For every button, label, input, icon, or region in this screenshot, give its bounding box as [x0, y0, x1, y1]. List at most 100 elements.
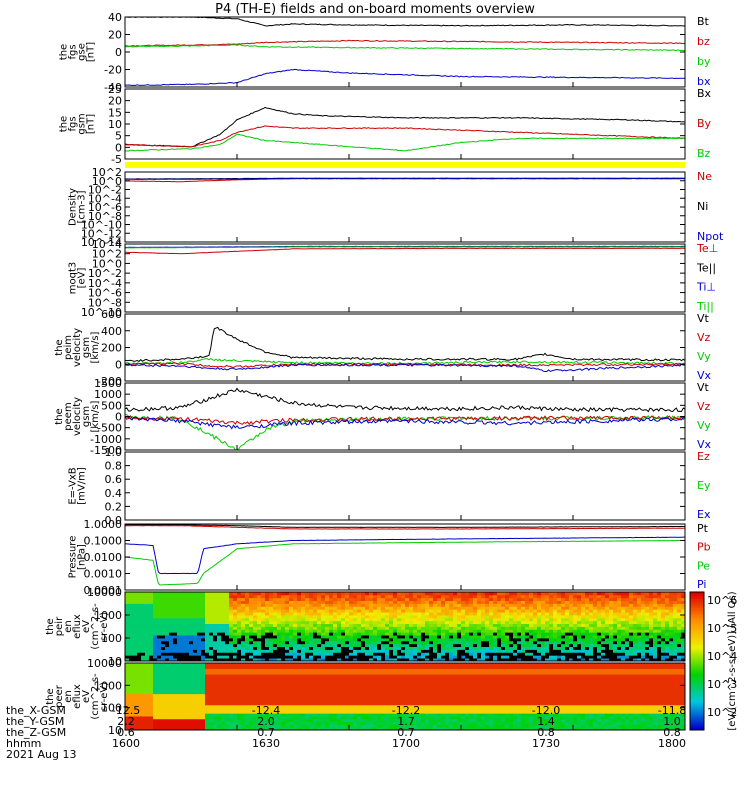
colorbar-tick: 10^3: [707, 678, 737, 691]
series-peem-Vx: [124, 416, 686, 430]
series-density-Npot: [125, 177, 686, 180]
series-fgs_gse-bx: [124, 68, 686, 87]
legend-Vz: Vz: [697, 331, 711, 344]
ytick-label: 10: [108, 118, 122, 131]
legend-Te⊥: Te⊥: [696, 242, 718, 255]
legend-by: by: [697, 55, 711, 68]
frame-efield: [124, 451, 686, 521]
ylabel-fgs_gsm: fgs: [68, 116, 79, 131]
colorbar-swatch: [690, 686, 704, 690]
ytick-label: 0.0: [105, 514, 123, 527]
frame-pressure: [124, 523, 686, 591]
peer-spectrogram: [125, 663, 686, 731]
ylabel-peer: peer: [54, 684, 65, 708]
colorbar-swatch: [690, 631, 704, 634]
ytick-label: 0.1000: [84, 535, 123, 548]
legend-Pi: Pi: [697, 578, 706, 591]
ytick-label: 10^0: [92, 257, 122, 270]
ytick-label: -20: [104, 64, 122, 77]
ylabel-fgs_gsm: gsm: [77, 113, 88, 134]
legend-Pe: Pe: [697, 559, 710, 572]
frame-fgs_gsm: [124, 88, 686, 160]
colorbar-swatch: [690, 709, 704, 713]
series-peim-Vt: [124, 326, 686, 363]
colorbar-swatch: [690, 640, 704, 644]
ylabel-peim: [km/s]: [90, 331, 101, 363]
colorbar-swatch: [690, 626, 704, 630]
ytick-label: 10^-8: [88, 210, 122, 223]
ytick-label: 10^2: [92, 248, 122, 261]
legend-bx: bx: [697, 75, 711, 88]
ytick-label: 10^-12: [81, 227, 122, 240]
colorbar-tick: 10^4: [707, 650, 737, 663]
colorbar-swatch: [690, 718, 704, 722]
ytick-label: 5: [115, 130, 122, 143]
colorbar-swatch: [690, 688, 704, 692]
ytick-label: 600: [101, 308, 122, 321]
colorbar-swatch: [690, 711, 704, 715]
colorbar-swatch: [690, 720, 704, 724]
colorbar-swatch: [690, 702, 704, 706]
footer-col-2: -12.4 2.0 0.7 1630: [251, 704, 281, 750]
ytick-label: 15: [108, 106, 122, 119]
legend-Ez: Ez: [697, 450, 710, 463]
ytick-label: 10^-8: [88, 296, 122, 309]
series-pressure-Pt: [124, 524, 686, 528]
ytick-label: 1000: [94, 609, 122, 622]
ytick-label: 1.0: [105, 446, 123, 459]
colorbar-swatch: [690, 661, 704, 664]
ylabel-fgs_gse: [nT]: [86, 42, 97, 62]
footer-col-3: -12.2 1.7 0.7 1700: [391, 704, 421, 750]
colorbar-label: [eV/(cm^2-s-sr-eV)] (All Qs): [727, 591, 738, 730]
ytick-label: 0.2: [105, 500, 123, 513]
colorbar-swatch: [690, 693, 704, 696]
ylabel-peer: the: [45, 688, 56, 704]
series-pressure-Pi: [124, 536, 685, 575]
ylabel-peem: velocity: [72, 397, 83, 436]
colorbar-swatch: [690, 713, 704, 717]
ytick-label: 20: [108, 95, 122, 108]
colorbar-swatch: [690, 608, 704, 611]
legend-Pt: Pt: [697, 522, 709, 535]
colorbar-swatch: [690, 647, 704, 650]
colorbar-swatch: [690, 610, 704, 614]
ytick-label: 10: [108, 724, 122, 737]
ylabel-fgs_gse: fgs: [68, 44, 79, 59]
ytick-label: 400: [101, 325, 122, 338]
frame-peem: [124, 382, 686, 451]
ytick-label: 10: [108, 655, 122, 668]
ylabel-efield: E=-VxB: [68, 467, 79, 504]
ylabel-peer: eV: [81, 690, 92, 703]
ytick-label: 0.0010: [84, 568, 123, 581]
colorbar-swatch: [690, 681, 704, 685]
legend-Ey: Ey: [697, 479, 711, 492]
ytick-label: -40: [104, 81, 122, 94]
legend-Pb: Pb: [697, 541, 711, 554]
ytick-label: 10^-10: [81, 306, 122, 319]
footer-label-y: the_Y-GSM: [6, 715, 65, 728]
panel-moqt: 10^410^210^010^-210^-410^-610^-810^-10mo…: [68, 238, 719, 319]
frame-moqt: [124, 243, 686, 313]
ylabel-peer: sr-eV): [99, 682, 110, 711]
series-moqt-Ti||: [124, 246, 686, 249]
ylabel-fgs_gse: the: [59, 44, 70, 60]
footer-row-labels: the_X-GSM the_Y-GSM the_Z-GSM hhmm 2021 …: [6, 705, 76, 760]
ylabel-peem: the: [54, 408, 65, 424]
ytick-label: -5: [111, 153, 122, 166]
legend-Vy: Vy: [697, 350, 711, 363]
ylabel-peir: en: [63, 620, 74, 633]
panel-pressure: 1.0000 0.1000 0.0100 0.0010 0.0001 Pressure[n…: [68, 518, 711, 597]
ylabel-peim: peim: [63, 335, 74, 360]
colorbar-swatch: [690, 679, 704, 683]
ytick-label: 10^-14: [81, 236, 122, 249]
footer-label-date: 2021 Aug 13: [6, 748, 77, 761]
colorbar-swatch: [690, 638, 704, 641]
ylabel-peir: eflux: [72, 614, 83, 639]
series-pressure-Pe: [124, 539, 686, 586]
ytick-label: 100: [101, 702, 122, 715]
colorbar-swatch: [690, 697, 704, 701]
colorbar-swatch: [690, 707, 704, 710]
